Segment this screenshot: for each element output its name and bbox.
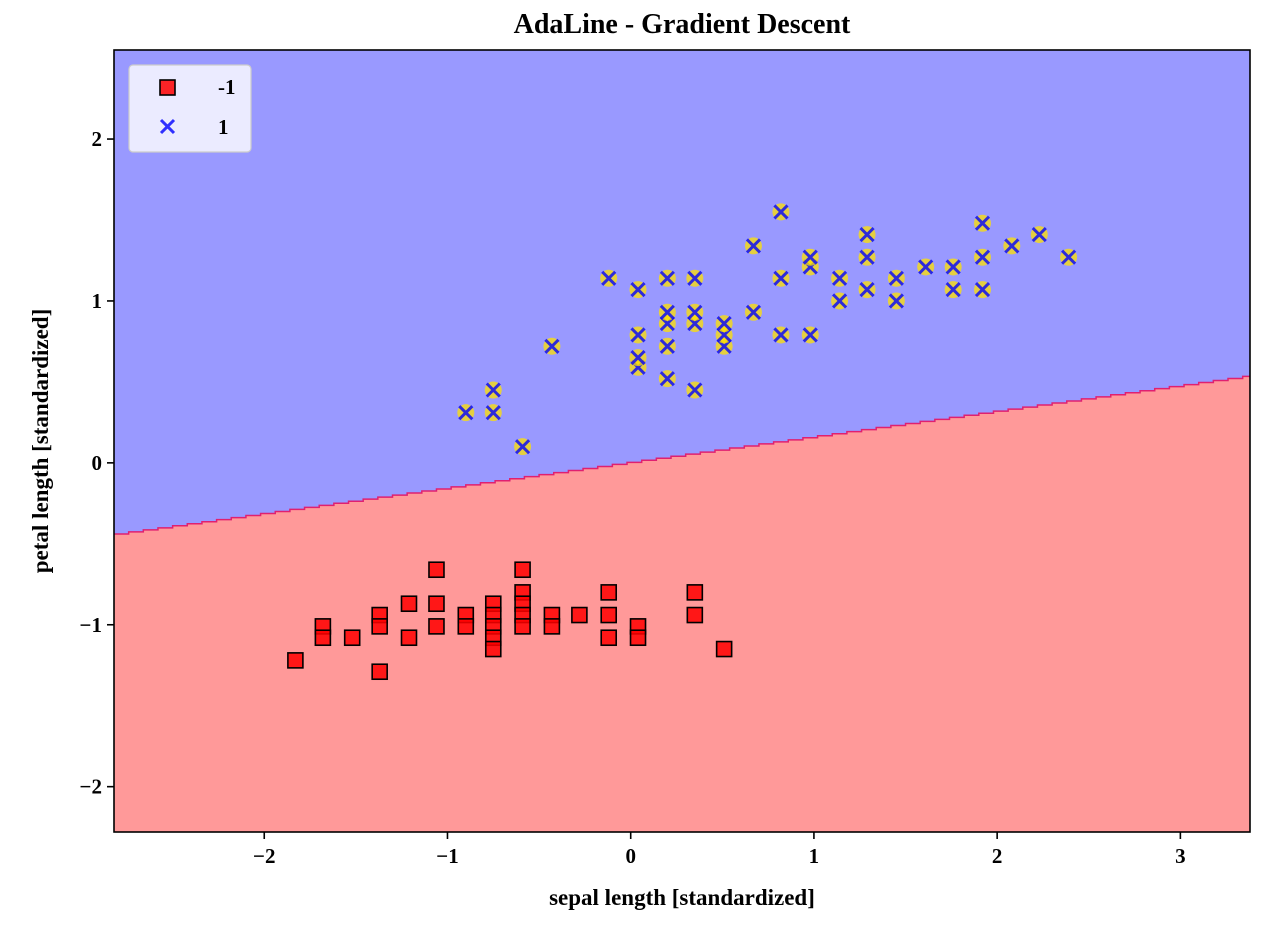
point-class-pos-10 <box>658 370 676 388</box>
y-tick-label-4: 2 <box>92 127 103 151</box>
point-class-neg-27 <box>600 584 618 601</box>
point-class-neg-23 <box>514 618 531 635</box>
point-class-pos-0 <box>457 404 475 422</box>
point-class-neg-0 <box>287 652 304 669</box>
x-axis-ticks: −2 −1 0 1 2 3 <box>253 832 1186 868</box>
point-class-pos-8 <box>629 326 647 344</box>
point-class-pos-4 <box>543 337 561 355</box>
point-class-neg-19 <box>514 561 531 579</box>
x-tick-label-5: 3 <box>1175 844 1186 868</box>
y-axis-ticks: −2 −1 0 1 2 <box>80 127 114 799</box>
point-class-neg-11 <box>428 618 445 635</box>
x-tick-label-0: −2 <box>253 844 275 868</box>
point-class-neg-33 <box>686 606 704 624</box>
y-axis-label: petal length [standardized] <box>28 309 53 574</box>
point-class-neg-3 <box>343 629 361 647</box>
point-class-pos-17 <box>686 303 704 321</box>
point-class-pos-15 <box>686 381 704 399</box>
point-class-pos-40 <box>973 281 991 299</box>
point-class-pos-32 <box>858 281 876 299</box>
legend-x-marker <box>159 118 176 135</box>
chart-title: AdaLine - Gradient Descent <box>514 9 851 40</box>
point-class-pos-22 <box>744 303 762 321</box>
point-class-pos-30 <box>831 292 849 310</box>
point-class-pos-25 <box>772 269 790 287</box>
point-class-neg-32 <box>686 584 704 601</box>
x-tick-label-3: 1 <box>809 844 820 868</box>
point-class-neg-18 <box>484 640 502 658</box>
legend-label-negative: -1 <box>218 75 236 99</box>
point-class-pos-34 <box>858 226 876 244</box>
point-class-pos-23 <box>744 237 762 255</box>
point-class-pos-9 <box>629 281 647 299</box>
point-class-neg-25 <box>543 618 561 635</box>
point-class-pos-11 <box>658 337 676 355</box>
point-class-neg-28 <box>600 606 618 624</box>
legend-entry-negative: -1 <box>159 75 236 99</box>
y-tick-label-2: 0 <box>92 451 103 475</box>
point-class-pos-44 <box>1030 226 1048 244</box>
point-class-pos-29 <box>801 248 819 266</box>
point-class-neg-29 <box>600 629 618 647</box>
plot-area <box>114 50 1250 832</box>
point-class-pos-18 <box>686 269 704 287</box>
point-class-pos-24 <box>772 326 790 344</box>
point-class-pos-36 <box>887 269 905 287</box>
point-class-pos-35 <box>887 292 905 310</box>
point-class-pos-42 <box>973 214 991 232</box>
point-class-pos-43 <box>1003 237 1021 255</box>
point-class-neg-13 <box>457 618 475 635</box>
point-class-pos-7 <box>629 349 647 367</box>
plot-frame <box>113 49 1251 833</box>
point-class-pos-39 <box>944 258 962 276</box>
legend-label-positive: 1 <box>218 115 229 139</box>
point-class-pos-3 <box>514 438 532 456</box>
y-tick-label-1: −1 <box>80 613 102 637</box>
point-class-neg-9 <box>428 561 445 579</box>
point-class-pos-31 <box>831 269 849 287</box>
point-class-pos-33 <box>858 248 876 266</box>
y-tick-label-3: 1 <box>92 289 103 313</box>
point-class-pos-27 <box>801 326 819 344</box>
decision-region-positive <box>114 50 1250 534</box>
points-layer <box>287 203 1078 681</box>
legend: -1 1 <box>128 64 252 153</box>
point-class-pos-21 <box>715 315 733 333</box>
point-class-pos-37 <box>917 258 935 276</box>
point-class-neg-8 <box>400 629 418 647</box>
point-class-pos-5 <box>600 269 618 287</box>
point-class-neg-34 <box>715 640 733 658</box>
point-class-pos-2 <box>484 381 502 399</box>
x-tick-label-1: −1 <box>436 844 458 868</box>
point-class-neg-26 <box>571 606 588 624</box>
point-class-neg-5 <box>371 618 388 635</box>
point-class-pos-26 <box>772 203 790 221</box>
point-class-pos-45 <box>1060 248 1078 266</box>
legend-square-marker <box>159 79 176 96</box>
x-tick-label-4: 2 <box>992 844 1003 868</box>
point-class-neg-2 <box>314 629 332 647</box>
point-class-pos-14 <box>658 269 676 287</box>
point-class-neg-10 <box>428 595 445 613</box>
point-class-neg-7 <box>400 595 418 613</box>
point-class-neg-31 <box>629 629 647 647</box>
point-class-pos-13 <box>658 303 676 321</box>
y-tick-label-0: −2 <box>80 775 102 799</box>
legend-entry-positive: 1 <box>159 115 229 139</box>
point-class-pos-41 <box>973 248 991 266</box>
point-class-pos-1 <box>484 404 502 422</box>
point-class-neg-6 <box>371 663 388 681</box>
decision-boundary <box>114 374 1250 535</box>
x-tick-label-2: 0 <box>625 844 636 868</box>
x-axis-label: sepal length [standardized] <box>549 885 815 910</box>
point-class-pos-38 <box>944 281 962 299</box>
